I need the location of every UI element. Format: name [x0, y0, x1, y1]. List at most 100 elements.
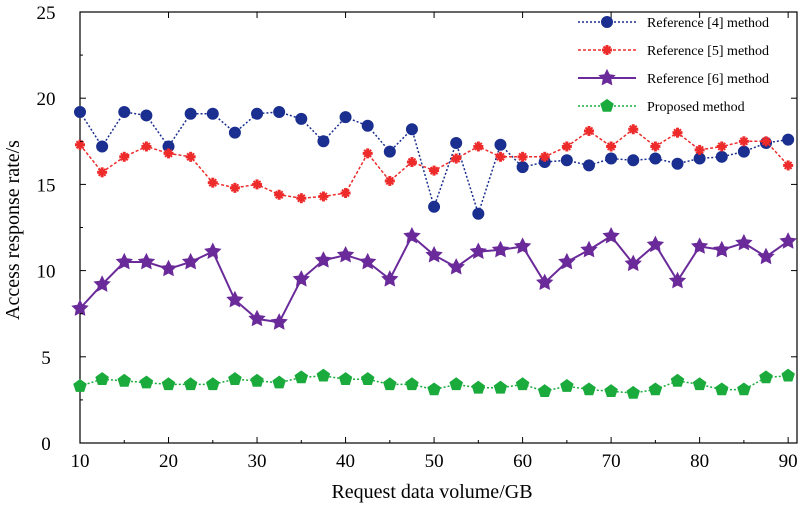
y-tick-label: 15 [37, 175, 56, 196]
data-point [229, 182, 240, 193]
data-point [692, 377, 707, 391]
data-point [494, 138, 507, 151]
x-tick-label: 20 [159, 451, 178, 472]
data-point [383, 377, 397, 391]
x-tick-label: 50 [425, 451, 444, 472]
data-point [605, 152, 618, 165]
x-tick-label: 60 [513, 451, 532, 472]
marker-d2 [164, 149, 173, 158]
data-point [383, 145, 396, 158]
x-tick-label: 90 [779, 451, 798, 472]
marker-d2 [75, 140, 85, 149]
data-point [206, 377, 220, 391]
data-point [141, 141, 152, 152]
legend-item: Proposed method [578, 98, 745, 115]
data-point [137, 252, 156, 270]
data-point [649, 152, 662, 165]
marker-d2 [120, 152, 129, 162]
marker-d2 [274, 190, 284, 199]
marker-d2 [341, 188, 350, 198]
data-point [161, 377, 176, 391]
data-point [272, 375, 286, 389]
data-point [539, 151, 550, 162]
data-point [183, 377, 198, 391]
data-point [672, 127, 683, 138]
data-point [735, 233, 753, 251]
data-point [163, 148, 174, 159]
x-tick-label: 10 [71, 451, 90, 472]
data-point [427, 382, 441, 396]
data-point [429, 165, 440, 176]
marker-d2 [761, 137, 771, 146]
data-point [339, 111, 352, 124]
legend-label: Reference [5] method [647, 44, 769, 59]
data-point [670, 373, 685, 387]
data-point [582, 159, 595, 172]
data-point [783, 160, 794, 171]
y-tick-label: 10 [37, 262, 56, 283]
data-point [248, 309, 266, 327]
marker-d2 [496, 152, 505, 162]
data-point [228, 372, 242, 385]
y-tick-label: 20 [37, 89, 56, 110]
data-point [713, 240, 731, 258]
data-point [381, 270, 399, 287]
marker-d2 [540, 152, 549, 162]
x-tick-label: 30 [248, 451, 267, 472]
data-point [558, 252, 576, 270]
data-point [295, 112, 308, 125]
data-point [273, 105, 286, 118]
data-point [602, 226, 620, 244]
data-point [580, 240, 598, 258]
data-point [250, 373, 264, 387]
data-point [73, 378, 87, 392]
data-point [181, 252, 200, 270]
data-point [184, 107, 197, 120]
data-point [403, 226, 421, 244]
marker-d2 [695, 145, 704, 155]
marker-d2 [208, 178, 217, 187]
data-point [139, 375, 154, 389]
data-point [715, 150, 728, 163]
data-point [159, 259, 178, 277]
data-point [115, 252, 133, 270]
marker-d2 [562, 142, 572, 151]
data-point [781, 368, 795, 382]
data-point [95, 372, 109, 385]
data-point [428, 200, 441, 213]
marker-d2 [230, 183, 240, 193]
data-point [361, 119, 374, 132]
data-point [449, 377, 463, 391]
marker-d2 [717, 142, 726, 151]
x-tick-label: 80 [690, 451, 709, 472]
data-point [406, 156, 417, 167]
series-reference-4-method [74, 105, 795, 220]
data-point [294, 370, 309, 384]
data-point [583, 125, 594, 136]
y-tick-label: 0 [41, 434, 51, 455]
legend-label: Proposed method [647, 100, 745, 115]
legend: Reference [4] method Reference [5] method… [578, 16, 769, 115]
data-point [226, 290, 244, 308]
marker-d2 [651, 142, 660, 151]
data-point [738, 136, 749, 147]
data-point [252, 179, 263, 190]
data-point [317, 135, 330, 148]
series-proposed-method [73, 368, 795, 399]
data-point [737, 145, 750, 158]
data-point [560, 378, 574, 392]
data-point [405, 377, 419, 391]
marker-d2 [451, 154, 461, 163]
marker-d2 [629, 125, 638, 134]
data-point [694, 144, 705, 155]
data-point [93, 275, 111, 292]
data-point [204, 242, 222, 260]
data-point [516, 161, 529, 174]
data-point [624, 254, 642, 272]
legend-item: Reference [5] method [578, 44, 769, 59]
legend-marker [602, 45, 612, 55]
data-point [495, 151, 506, 162]
data-point [228, 126, 241, 139]
data-point [648, 382, 663, 396]
